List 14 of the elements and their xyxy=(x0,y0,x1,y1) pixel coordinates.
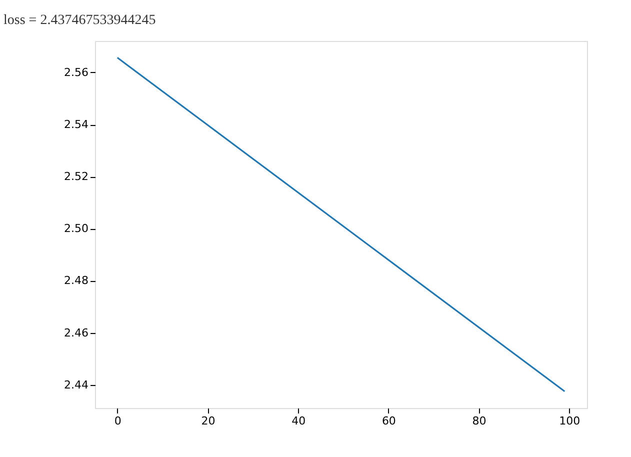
x-tick-label: 0 xyxy=(114,414,122,428)
x-tick-label: 20 xyxy=(201,414,216,428)
y-tick-label: 2.54 xyxy=(64,118,88,132)
y-tick-label: 2.52 xyxy=(64,170,88,184)
x-tick-label: 60 xyxy=(382,414,396,428)
y-tick-label: 2.56 xyxy=(64,66,88,79)
y-tick-label: 2.50 xyxy=(64,222,88,236)
x-tick-label: 40 xyxy=(292,414,306,428)
y-tick-label: 2.44 xyxy=(64,378,88,392)
text: loss = 2.437467533944245 xyxy=(4,13,156,28)
y-tick-label: 2.48 xyxy=(64,274,88,288)
x-tick-label: 80 xyxy=(472,414,486,428)
y-tick-label: 2.46 xyxy=(64,326,88,340)
x-tick-label: 100 xyxy=(559,414,580,428)
